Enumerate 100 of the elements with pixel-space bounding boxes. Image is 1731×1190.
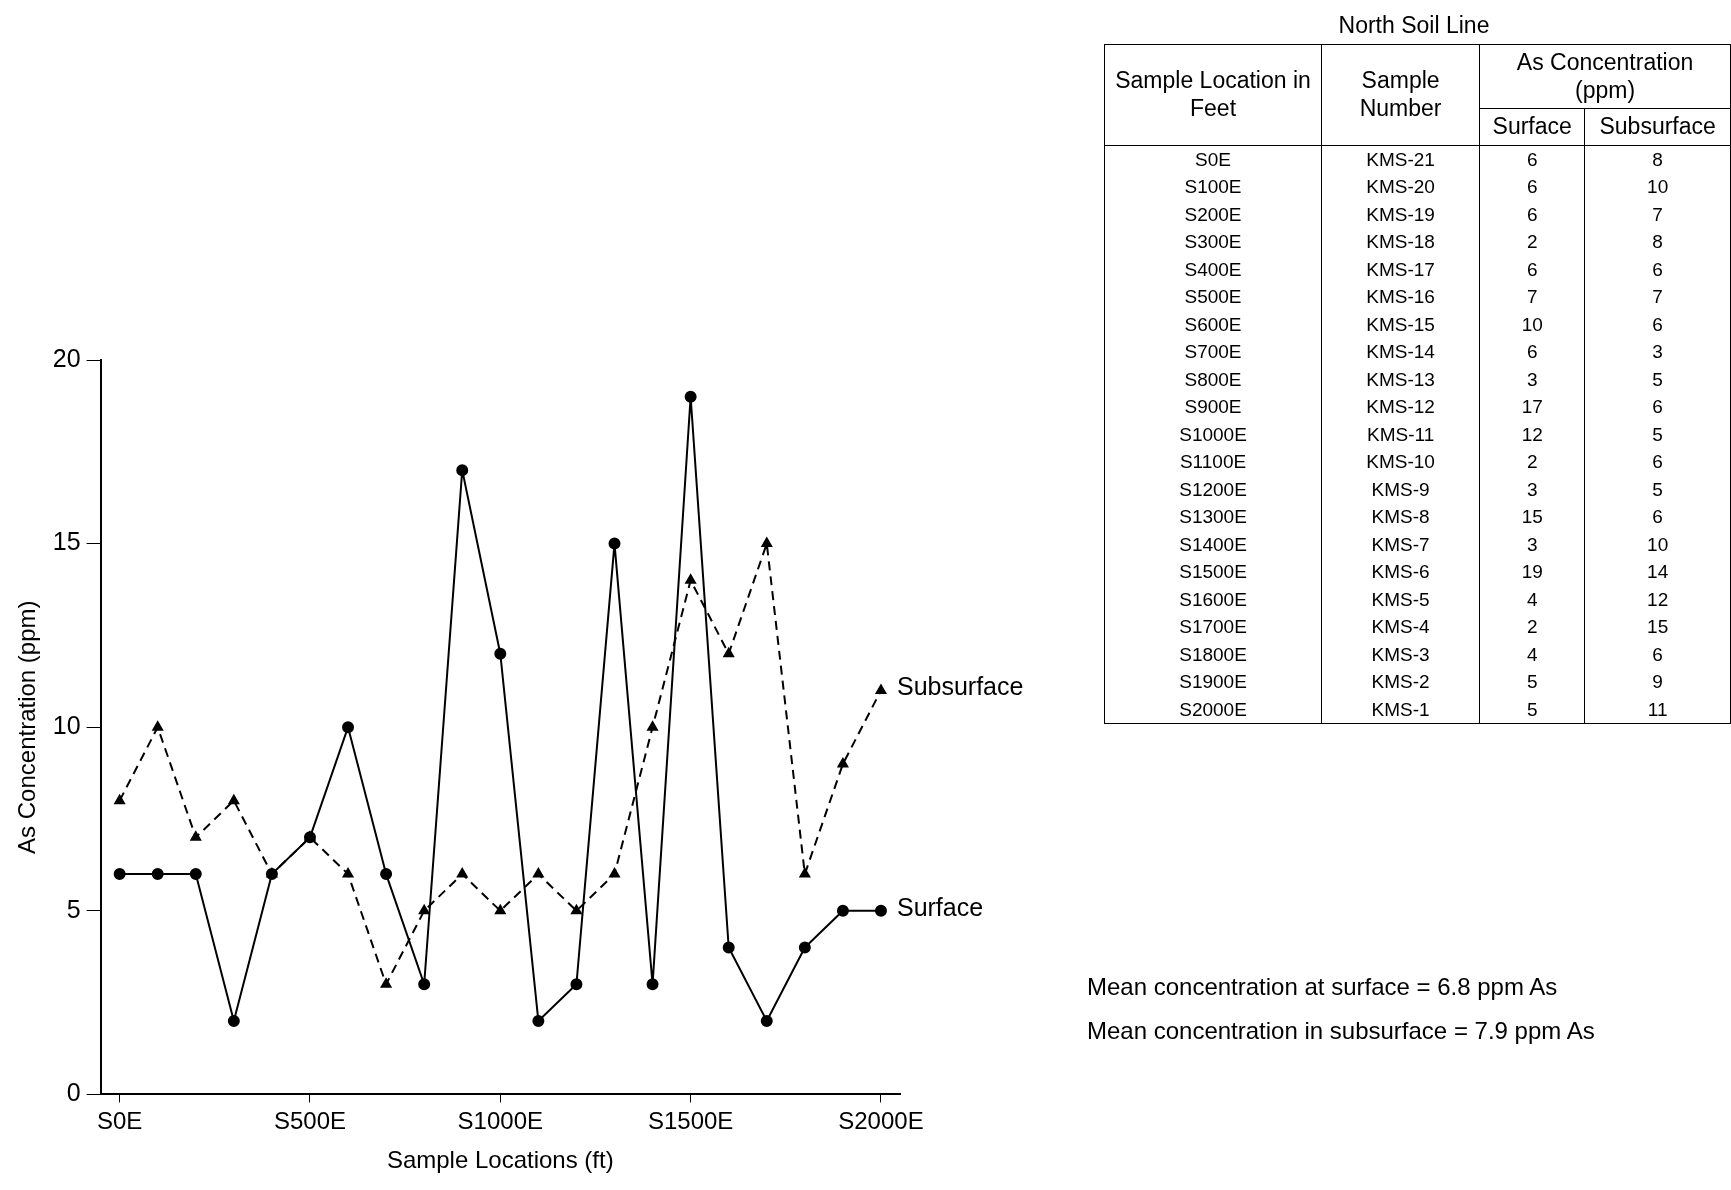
point	[342, 868, 354, 878]
category-label: S800E	[1104, 365, 1322, 394]
point	[571, 904, 582, 915]
data-label: 5	[1479, 695, 1585, 724]
point	[228, 794, 240, 805]
text: KMS-9	[1321, 475, 1480, 504]
data-label: 6	[1584, 640, 1731, 669]
text: KMS-14	[1321, 338, 1480, 366]
text: KMS-5	[1321, 585, 1480, 614]
point	[760, 1014, 773, 1027]
x-axis-title: Sample Locations (ft)	[386, 1146, 614, 1174]
category-label: S1900E	[1104, 668, 1322, 696]
x-tick-label: S1500E	[647, 1107, 734, 1135]
y-axis-title: As Concentration (ppm)	[13, 600, 41, 854]
point	[532, 1014, 545, 1027]
y-tick-label: 5	[66, 894, 81, 923]
category-label: S1600E	[1104, 585, 1322, 614]
point	[685, 574, 696, 584]
data-label: 19	[1479, 558, 1585, 586]
point	[494, 904, 506, 915]
point	[723, 647, 735, 658]
data-label: 5	[1479, 668, 1585, 696]
data-label: 10	[1584, 530, 1731, 559]
category-label: S300E	[1104, 228, 1322, 256]
text: Mean concentration at surface = 6.8 ppm As	[1087, 972, 1559, 1002]
series-label: Surface	[896, 892, 984, 921]
x-tick-label: S0E	[96, 1107, 143, 1135]
text: KMS-7	[1321, 530, 1480, 559]
data-label: 6	[1479, 173, 1585, 201]
category-label: S600E	[1104, 310, 1322, 339]
text: KMS-15	[1321, 310, 1480, 339]
text: Sample Location in Feet	[1104, 44, 1322, 146]
text: KMS-10	[1321, 448, 1480, 476]
text: KMS-13	[1321, 365, 1480, 394]
data-label: 6	[1584, 503, 1731, 531]
point	[152, 721, 164, 731]
point	[342, 721, 355, 734]
point	[380, 868, 393, 881]
data-label: 3	[1479, 475, 1585, 504]
data-label: 6	[1584, 310, 1731, 339]
data-label: 11	[1584, 695, 1731, 724]
text: KMS-18	[1321, 228, 1480, 256]
x-tick-label: S500E	[273, 1107, 346, 1135]
category-label: S1100E	[1104, 448, 1322, 476]
point	[874, 904, 887, 917]
text: KMS-6	[1321, 558, 1480, 586]
data-label: 5	[1584, 420, 1731, 449]
point	[533, 868, 544, 878]
text: KMS-1	[1321, 695, 1480, 724]
data-label: 5	[1584, 475, 1731, 504]
data-label: 6	[1584, 393, 1731, 421]
category-label: S1200E	[1104, 475, 1322, 504]
point	[380, 978, 392, 988]
text: KMS-2	[1321, 668, 1480, 696]
point	[418, 904, 430, 915]
data-label: 4	[1479, 585, 1585, 614]
point	[798, 941, 811, 954]
y-tick-label: 10	[52, 711, 81, 740]
category-label: S100E	[1104, 173, 1322, 201]
category-label: S400E	[1104, 255, 1322, 284]
point	[113, 868, 126, 881]
point	[570, 978, 583, 991]
point	[722, 941, 735, 954]
point	[646, 978, 659, 991]
point	[190, 831, 202, 841]
text: KMS-17	[1321, 255, 1480, 284]
point	[609, 868, 620, 878]
series-label: Subsurface	[896, 672, 1024, 701]
category-label: S1400E	[1104, 530, 1322, 559]
data-label: 15	[1584, 613, 1731, 641]
data-label: 8	[1584, 145, 1731, 174]
text: KMS-20	[1321, 173, 1480, 201]
data-label: 15	[1479, 503, 1585, 531]
x-tick-label: S2000E	[838, 1107, 924, 1135]
category-label: S2000E	[1104, 695, 1322, 724]
category-label: S1700E	[1104, 613, 1322, 641]
point	[189, 868, 202, 881]
point	[418, 978, 431, 991]
text: As Concentration (ppm)	[1479, 44, 1731, 109]
category-label: S700E	[1104, 338, 1322, 366]
category-label: S1300E	[1104, 503, 1322, 531]
point	[114, 794, 125, 805]
text: Mean concentration in subsurface = 7.9 ppm As	[1087, 1016, 1595, 1046]
point	[837, 757, 849, 768]
data-label: 7	[1584, 283, 1731, 311]
point	[647, 721, 658, 731]
category-label: S900E	[1104, 393, 1322, 421]
data-label: 6	[1479, 338, 1585, 366]
data-label: 3	[1479, 365, 1585, 394]
text: KMS-19	[1321, 200, 1480, 229]
data-label: 10	[1584, 173, 1731, 201]
data-label: 6	[1479, 255, 1585, 284]
data-label: 2	[1479, 448, 1585, 476]
y-tick-label: 20	[52, 343, 81, 372]
data-label: 12	[1479, 420, 1585, 449]
y-tick-label: 15	[52, 527, 81, 556]
data-label: 2	[1479, 613, 1585, 641]
point	[836, 904, 849, 917]
legend-label: Subsurface	[1584, 108, 1731, 146]
text: KMS-3	[1321, 640, 1480, 669]
